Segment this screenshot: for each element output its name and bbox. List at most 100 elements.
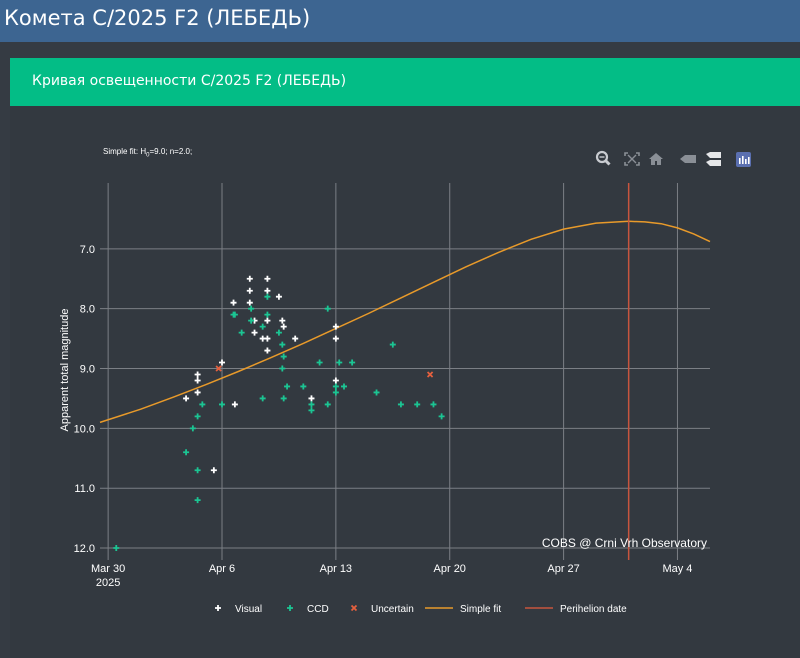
ccd-point-36 (397, 401, 404, 408)
visual-point-25 (332, 335, 339, 342)
visual-point-14 (264, 275, 271, 282)
ccd-point-4 (194, 467, 201, 474)
tick-layer: 7.0 8.0 9.0 10.0 11.0 12.0 Mar 30 2025 Apr 6 Apr … (74, 244, 693, 589)
x-tick-label-3: Apr 20 (434, 563, 466, 575)
y-tick-label-0: 7.0 (80, 244, 95, 256)
ccd-point-17 (275, 329, 282, 336)
ccd-point-12 (248, 317, 255, 324)
ccd-point-13 (259, 323, 266, 330)
ccd-point-9 (231, 311, 238, 318)
ccd-point-30 (332, 389, 339, 396)
legend-uncertain-swatch (350, 604, 358, 612)
y-axis-label: Apparent total magnitude (59, 309, 71, 432)
visual-point-6 (230, 299, 237, 306)
visual-point-23 (308, 395, 315, 402)
visual-point-21 (280, 323, 287, 330)
x-tick-label-0: Mar 30 (91, 563, 125, 575)
ccd-point-14 (259, 395, 266, 402)
ccd-point-3 (194, 413, 201, 420)
visual-point-1 (194, 371, 201, 378)
grid-layer (100, 183, 710, 560)
ccd-point-20 (280, 353, 287, 360)
ccd-point-24 (308, 401, 315, 408)
light-curve-panel: Кривая освещенности C/2025 F2 (ЛЕБЕДЬ) (10, 58, 800, 658)
visual-point-7 (231, 401, 238, 408)
credit-annotation: COBS @ Crni Vrh Observatory (542, 536, 707, 550)
uncertain-point-1 (426, 371, 434, 378)
compare-hover-icon[interactable] (702, 150, 722, 168)
ccd-point-0 (113, 545, 120, 552)
visual-point-8 (246, 275, 253, 282)
x-tick-label-5: May 4 (662, 563, 692, 575)
ccd-point-10 (238, 329, 245, 336)
legend-simple-fit-label: Simple fit (460, 604, 501, 615)
ccd-point-35 (389, 341, 396, 348)
visual-point-15 (264, 287, 271, 294)
ccd-point-2 (189, 425, 196, 432)
y-tick-label-4: 11.0 (74, 483, 95, 495)
spike-lines-icon[interactable] (678, 150, 698, 168)
legend-visual-swatch (215, 605, 221, 611)
visual-point-16 (264, 317, 271, 324)
ccd-point-26 (316, 359, 323, 366)
x-tick-label-4: Apr 27 (547, 563, 579, 575)
ccd-point-38 (430, 401, 437, 408)
ccd-point-15 (264, 293, 271, 300)
y-tick-label-1: 8.0 (80, 304, 95, 316)
ccd-point-5 (194, 497, 201, 504)
fit-prefix: Simple fit: H (103, 147, 147, 156)
ccd-point-18 (279, 341, 286, 348)
simple-fit-line (99, 220, 711, 424)
visual-point-12 (251, 329, 258, 336)
ccd-point-29 (332, 383, 339, 390)
points-layer (113, 275, 445, 552)
ccd-point-39 (438, 413, 445, 420)
ccd-point-25 (308, 407, 315, 414)
y-tick-label-5: 12.0 (74, 543, 95, 555)
ccd-point-16 (264, 311, 271, 318)
x-tick-label-1: Apr 6 (209, 563, 235, 575)
fit-subscript: 0 (146, 152, 150, 159)
home-icon[interactable] (646, 150, 666, 168)
ccd-point-23 (300, 383, 307, 390)
visual-point-17 (264, 335, 271, 342)
legend-perihelion-date-label: Perihelion date (560, 604, 627, 615)
visual-point-2 (194, 377, 201, 384)
page-title: Комета C/2025 F2 (ЛЕБЕДЬ) (4, 6, 311, 30)
y-tick-label-2: 9.0 (80, 364, 95, 376)
x-tick-sublabel-0: 2025 (96, 577, 120, 589)
visual-point-20 (279, 317, 286, 324)
ccd-point-19 (279, 365, 286, 372)
ccd-point-28 (324, 401, 331, 408)
visual-point-4 (210, 467, 217, 474)
ccd-point-37 (414, 401, 421, 408)
ccd-point-11 (248, 305, 255, 312)
visual-point-24 (332, 323, 339, 330)
ccd-point-31 (336, 359, 343, 366)
uncertain-point-0 (215, 365, 222, 372)
legend-visual-label: Visual (235, 604, 262, 615)
ccd-point-7 (219, 401, 225, 408)
autoscale-icon[interactable] (622, 150, 642, 168)
visual-point-9 (246, 287, 253, 294)
visual-point-5 (219, 359, 225, 366)
panel-title: Кривая освещенности C/2025 F2 (ЛЕБЕДЬ) (32, 73, 347, 89)
ccd-point-1 (183, 449, 190, 456)
visual-point-10 (246, 299, 253, 306)
y-tick-label-3: 10.0 (74, 423, 95, 435)
ccd-point-6 (199, 401, 206, 408)
fit-layer (99, 220, 711, 424)
top-bar: Комета C/2025 F2 (ЛЕБЕДЬ) (0, 0, 800, 42)
zoom-icon[interactable] (594, 150, 614, 168)
visual-point-18 (264, 347, 271, 354)
logo-icon[interactable] (734, 150, 754, 168)
fit-suffix: =9.0; n=2.0; (149, 147, 193, 156)
visual-point-19 (275, 293, 282, 300)
ccd-point-21 (280, 395, 287, 402)
fit-annotation: Simple fit: H0=9.0; n=2.0; (103, 147, 192, 159)
ccd-point-27 (324, 305, 331, 312)
legend-uncertain-label: Uncertain (371, 604, 414, 615)
ccd-point-22 (284, 383, 291, 390)
visual-point-3 (194, 389, 201, 396)
